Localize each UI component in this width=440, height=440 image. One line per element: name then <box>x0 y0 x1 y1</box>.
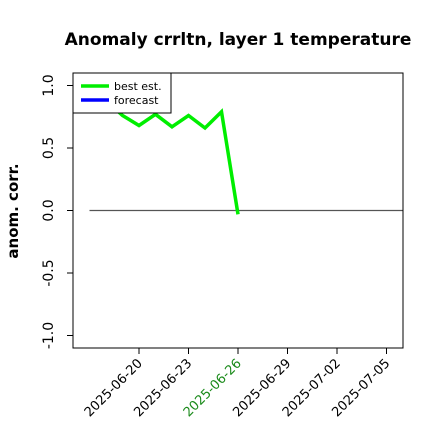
legend-box <box>72 72 172 114</box>
legend-label: best est. <box>114 80 162 93</box>
legend: best est.forecast <box>72 72 172 114</box>
plot-frame <box>72 72 404 349</box>
y-tick-label: -1.0 <box>41 322 57 349</box>
series-line-best-est <box>104 99 240 215</box>
plot-area <box>89 99 403 215</box>
y-tick-label: -0.5 <box>41 259 57 286</box>
y-tick-label: 0.5 <box>41 137 57 159</box>
y-tick-label: 1.0 <box>41 74 57 96</box>
legend-label: forecast <box>114 94 159 107</box>
chart-title: Anomaly crrltn, layer 1 temperature <box>65 30 412 50</box>
y-tick-label: 0.0 <box>41 199 57 221</box>
y-axis-label: anom. corr. <box>4 163 22 258</box>
